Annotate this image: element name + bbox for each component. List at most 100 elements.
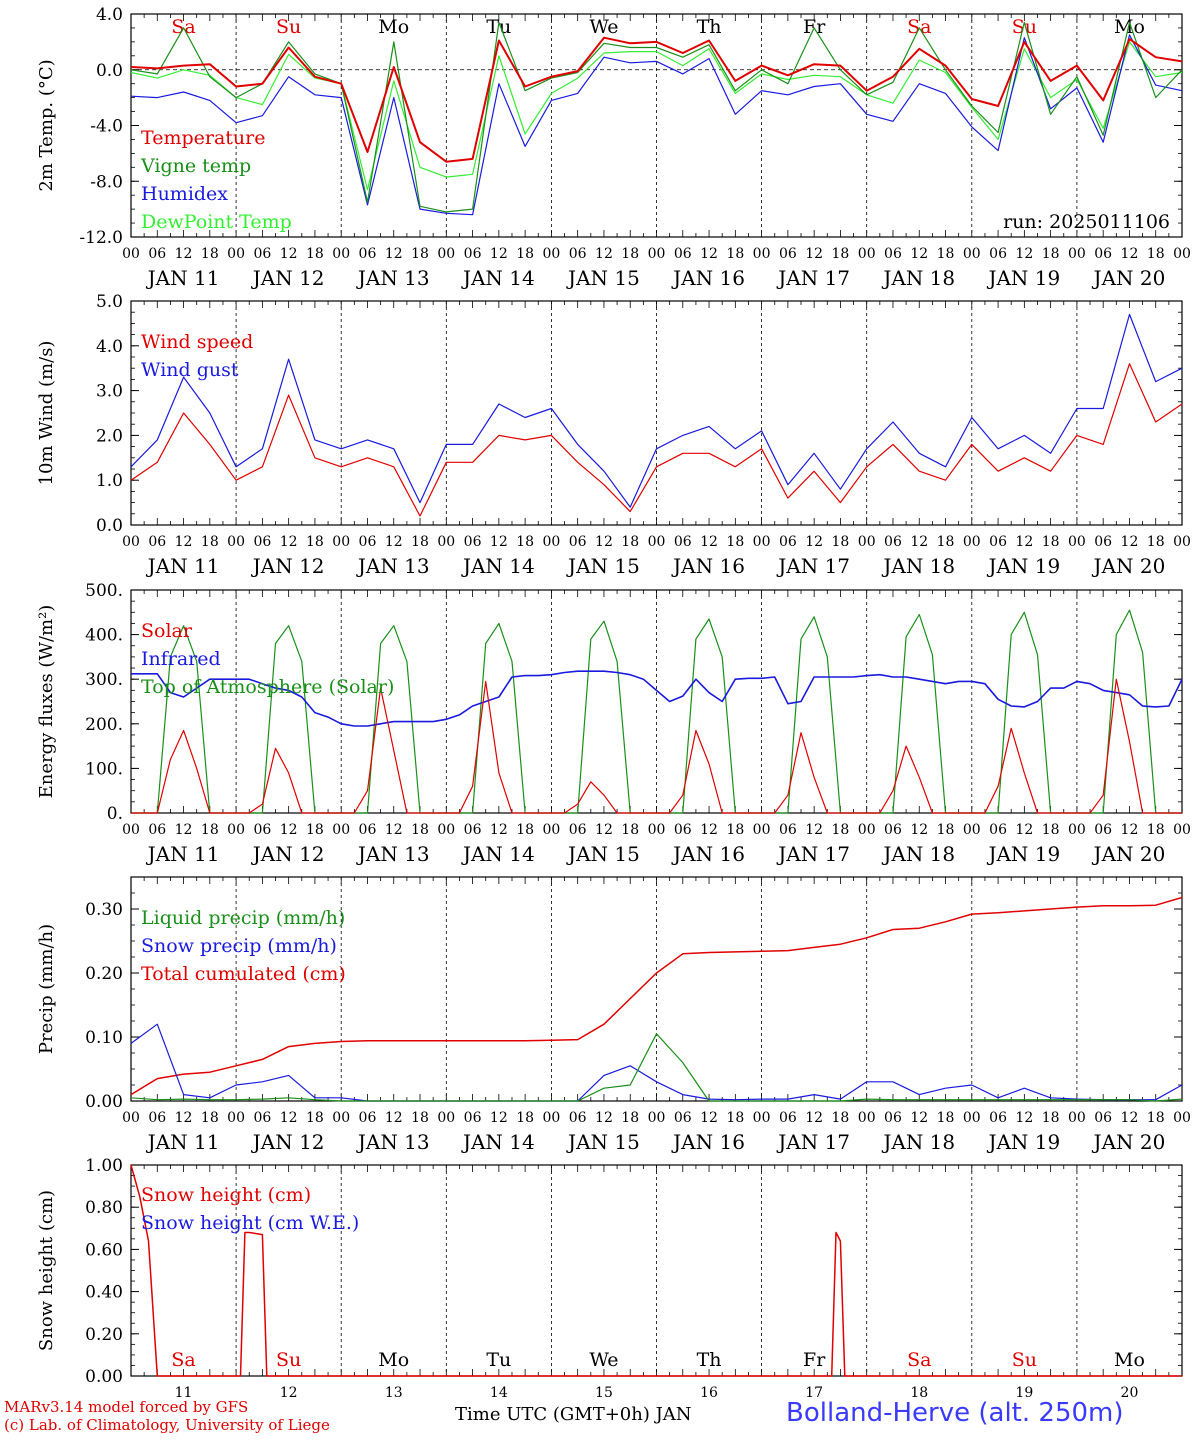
x-day-label: JAN 12 bbox=[251, 842, 325, 866]
weekday-label: We bbox=[589, 16, 618, 38]
x-hour-label: 12 bbox=[1015, 246, 1033, 262]
weekday-label: Sa bbox=[171, 16, 195, 38]
x-day-label: JAN 12 bbox=[251, 554, 325, 578]
x-hour-label: 18 bbox=[1147, 822, 1165, 838]
x-hour-label: 18 bbox=[832, 246, 850, 262]
x-day-label: JAN 16 bbox=[671, 1130, 745, 1154]
x-hour-label: 12 bbox=[1121, 534, 1139, 550]
x-hour-label: 06 bbox=[569, 1110, 587, 1126]
x-day-label: JAN 15 bbox=[566, 842, 640, 866]
x-hour-label: 18 bbox=[832, 1110, 850, 1126]
weekday-label: Su bbox=[276, 16, 301, 38]
x-hour-label: 18 bbox=[621, 534, 639, 550]
x-hour-label: 06 bbox=[464, 246, 482, 262]
y-tick-label: 1.0 bbox=[96, 471, 123, 491]
x-hour-label: 06 bbox=[989, 822, 1007, 838]
x-hour-label: 18 bbox=[1147, 534, 1165, 550]
x-day-number: 13 bbox=[385, 1385, 403, 1401]
x-hour-label: 12 bbox=[595, 1110, 613, 1126]
x-hour-label: 12 bbox=[175, 246, 193, 262]
x-hour-label: 12 bbox=[595, 246, 613, 262]
y-tick-label: 0.00 bbox=[85, 1367, 123, 1387]
series-line-dewpoint-temp bbox=[130, 41, 1183, 191]
x-hour-label: 12 bbox=[700, 534, 718, 550]
x-day-label: JAN 20 bbox=[1092, 1130, 1166, 1154]
x-hour-label: 06 bbox=[674, 534, 692, 550]
x-hour-label: 06 bbox=[253, 822, 271, 838]
x-hour-label: 18 bbox=[1042, 534, 1060, 550]
x-hour-label: 18 bbox=[411, 822, 429, 838]
x-hour-label: 00 bbox=[1068, 246, 1086, 262]
y-tick-label: 0.30 bbox=[85, 900, 123, 920]
x-hour-label: 00 bbox=[1173, 822, 1191, 838]
x-hour-label: 00 bbox=[1068, 534, 1086, 550]
y-tick-label: 4.0 bbox=[96, 5, 123, 25]
x-hour-label: 00 bbox=[1173, 1110, 1191, 1126]
x-day-label: JAN 13 bbox=[356, 1130, 430, 1154]
x-hour-label: 12 bbox=[1121, 822, 1139, 838]
y-tick-label: 0. bbox=[107, 804, 123, 824]
y-tick-label: 0.20 bbox=[85, 1325, 123, 1345]
x-day-label: JAN 18 bbox=[881, 1130, 955, 1154]
x-hour-label: 18 bbox=[411, 534, 429, 550]
x-hour-label: 12 bbox=[1121, 246, 1139, 262]
legend-entry: Infrared bbox=[141, 648, 221, 670]
weekday-label: Su bbox=[1012, 16, 1037, 38]
x-hour-label: 12 bbox=[1015, 822, 1033, 838]
x-day-label: JAN 19 bbox=[986, 266, 1060, 290]
x-hour-label: 06 bbox=[569, 246, 587, 262]
x-day-label: JAN 14 bbox=[461, 1130, 535, 1154]
x-hour-label: 00 bbox=[858, 534, 876, 550]
legend-entry: Snow precip (mm/h) bbox=[141, 935, 337, 957]
x-hour-label: 00 bbox=[332, 534, 350, 550]
x-hour-label: 18 bbox=[306, 534, 324, 550]
x-hour-label: 12 bbox=[175, 822, 193, 838]
legend-entry: Wind gust bbox=[141, 359, 239, 381]
x-day-number: 14 bbox=[490, 1385, 508, 1401]
x-hour-label: 00 bbox=[122, 534, 140, 550]
x-hour-label: 12 bbox=[385, 534, 403, 550]
x-hour-label: 12 bbox=[910, 246, 928, 262]
x-hour-label: 00 bbox=[963, 822, 981, 838]
x-hour-label: 18 bbox=[832, 822, 850, 838]
y-tick-label: 0.20 bbox=[85, 964, 123, 984]
x-hour-label: 00 bbox=[963, 1110, 981, 1126]
x-hour-label: 18 bbox=[516, 822, 534, 838]
x-day-label: JAN 14 bbox=[461, 842, 535, 866]
x-hour-label: 00 bbox=[1173, 246, 1191, 262]
x-day-number: 19 bbox=[1015, 1385, 1033, 1401]
x-hour-label: 12 bbox=[490, 534, 508, 550]
x-hour-label: 00 bbox=[227, 822, 245, 838]
weekday-label: Su bbox=[1012, 1349, 1037, 1371]
x-hour-label: 06 bbox=[359, 534, 377, 550]
y-tick-label: 4.0 bbox=[96, 337, 123, 357]
x-day-number: 15 bbox=[595, 1385, 613, 1401]
x-hour-label: 00 bbox=[1068, 822, 1086, 838]
x-hour-label: 06 bbox=[1094, 534, 1112, 550]
x-day-label: JAN 16 bbox=[671, 266, 745, 290]
x-hour-label: 18 bbox=[1147, 246, 1165, 262]
x-hour-label: 06 bbox=[148, 534, 166, 550]
x-hour-label: 06 bbox=[674, 1110, 692, 1126]
x-hour-label: 06 bbox=[148, 246, 166, 262]
x-hour-label: 06 bbox=[884, 822, 902, 838]
weekday-label: Tu bbox=[486, 1349, 511, 1371]
weekday-label: Sa bbox=[171, 1349, 195, 1371]
x-hour-label: 12 bbox=[490, 246, 508, 262]
x-day-label: JAN 19 bbox=[986, 842, 1060, 866]
x-hour-label: 18 bbox=[306, 246, 324, 262]
x-hour-label: 18 bbox=[516, 1110, 534, 1126]
x-hour-label: 00 bbox=[753, 822, 771, 838]
x-hour-label: 12 bbox=[280, 534, 298, 550]
x-hour-label: 00 bbox=[648, 246, 666, 262]
x-hour-label: 06 bbox=[674, 822, 692, 838]
series-line-snow-precip-mm-h- bbox=[130, 1023, 1183, 1102]
x-hour-label: 06 bbox=[148, 822, 166, 838]
x-hour-label: 12 bbox=[595, 534, 613, 550]
series-line-wind-speed bbox=[130, 363, 1183, 517]
x-hour-label: 12 bbox=[175, 534, 193, 550]
x-day-number: 12 bbox=[280, 1385, 298, 1401]
legend-entry: Wind speed bbox=[141, 331, 253, 353]
x-hour-label: 12 bbox=[175, 1110, 193, 1126]
y-tick-label: 0.80 bbox=[85, 1198, 123, 1218]
